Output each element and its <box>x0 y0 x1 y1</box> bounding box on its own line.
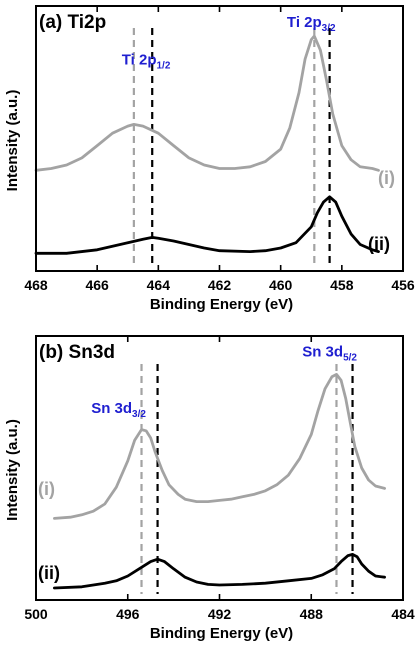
panel-label: (b) Sn3d <box>39 342 115 363</box>
peak-label-1: Sn 3d5/2 <box>302 343 357 363</box>
series-line-ii <box>34 195 380 255</box>
series-line-ii <box>53 553 387 590</box>
series-line-i <box>34 34 380 172</box>
y-axis-label: Intensity (a.u.) <box>4 90 21 192</box>
peak-label-main: Ti 2p <box>122 51 157 68</box>
chart-panel-b: 500 496 492 488 484 Binding Energy (eV) Intens… <box>4 335 415 642</box>
x-tick-label: 462 <box>208 277 232 293</box>
x-tick-label: 484 <box>391 606 415 622</box>
peak-label-main: Sn 3d <box>91 400 132 417</box>
x-tick-label: 496 <box>116 606 140 622</box>
peak-label-1: Ti 2p3/2 <box>287 14 336 34</box>
x-tick-label: 458 <box>330 277 354 293</box>
peak-label-main: Ti 2p <box>287 14 322 31</box>
x-tick-label: 500 <box>24 606 48 622</box>
panel-label: (a) Ti2p <box>39 12 106 33</box>
series-label-ii: (ii) <box>368 234 390 254</box>
x-tick-label: 488 <box>300 606 324 622</box>
peak-label-subscript: 1/2 <box>157 60 171 71</box>
peak-label-subscript: 5/2 <box>343 352 357 363</box>
x-tick-label: 468 <box>24 277 48 293</box>
x-axis-label: Binding Energy (eV) <box>150 625 293 642</box>
peak-label-0: Sn 3d3/2 <box>91 400 146 420</box>
series-label-ii: (ii) <box>38 563 60 583</box>
x-tick-label: 456 <box>391 277 415 293</box>
x-tick-label: 464 <box>147 277 171 293</box>
y-axis-label: Intensity (a.u.) <box>4 419 21 521</box>
peak-label-subscript: 3/2 <box>132 409 146 420</box>
series-label-i: (i) <box>378 168 395 188</box>
x-tick-label: 466 <box>85 277 109 293</box>
chart-panel-a: 468 466 464 462 460 458 456 Binding Energy (eV)… <box>4 5 415 313</box>
x-axis-label: Binding Energy (eV) <box>150 296 293 313</box>
peak-label-main: Sn 3d <box>302 343 343 360</box>
x-tick-label: 492 <box>208 606 232 622</box>
peak-label-0: Ti 2p1/2 <box>122 51 171 71</box>
plot-frame <box>35 335 404 601</box>
x-tick-label: 460 <box>269 277 293 293</box>
series-line-i <box>53 372 387 520</box>
plot-frame <box>35 5 404 272</box>
peak-label-subscript: 3/2 <box>322 23 336 34</box>
series-label-i: (i) <box>38 479 55 499</box>
